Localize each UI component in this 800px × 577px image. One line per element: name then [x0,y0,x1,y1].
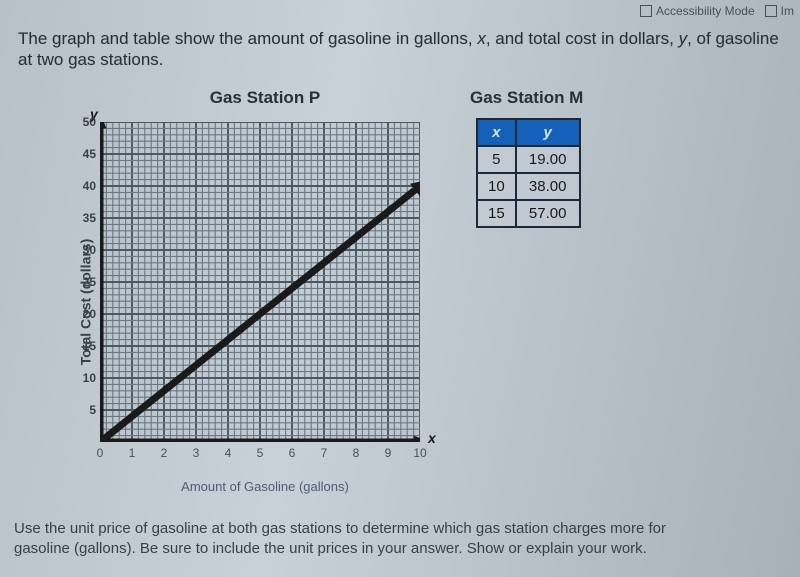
data-table: x y 519.001038.001557.00 [476,118,581,228]
question-line1: Use the unit price of gasoline at both g… [14,520,666,537]
xtick: 0 [97,446,104,460]
table-row: 1557.00 [477,200,580,227]
ytick: 20 [72,307,96,321]
accessibility-icon [640,5,652,17]
xtick: 2 [161,446,168,460]
ytick: 50 [72,115,96,129]
table-row: 519.00 [477,146,580,173]
question-line2: gasoline (gallons). Be sure to include t… [14,540,647,557]
ytick: 40 [72,179,96,193]
xtick: 8 [353,446,360,460]
x-axis-label: Amount of Gasoline (gallons) [80,479,450,494]
ytick: 15 [72,339,96,353]
ytick: 35 [72,211,96,225]
xtick: 3 [193,446,200,460]
ytick: 25 [72,275,96,289]
x-var-label: x [428,430,436,446]
var-x: x [477,29,486,48]
table-station-m: Gas Station M x y 519.001038.001557.00 [470,88,670,228]
page-surface: Accessibility Mode Im The graph and tabl… [0,0,800,577]
question-text: Use the unit price of gasoline at both g… [14,519,780,560]
immersive-button[interactable]: Im [765,4,794,18]
accessibility-mode-button[interactable]: Accessibility Mode [640,4,755,18]
cell-y: 19.00 [516,146,580,173]
xtick: 4 [225,446,232,460]
immersive-label: Im [781,4,794,18]
accessibility-label: Accessibility Mode [656,4,755,18]
ytick: 45 [72,147,96,161]
header-x: x [477,119,516,146]
chart-station-p: Gas Station P Total Cost (dollars) y x 5… [30,88,450,492]
xtick: 5 [257,446,264,460]
chart-p-wrap: Total Cost (dollars) y x 510152025303540… [30,112,450,492]
toolbar: Accessibility Mode Im [640,4,794,18]
intro-b: , and total cost in dollars, [486,29,679,48]
xtick: 1 [129,446,136,460]
problem-statement: The graph and table show the amount of g… [18,28,780,71]
immersive-icon [765,5,777,17]
grid [100,122,420,442]
chart-p-title: Gas Station P [80,88,450,108]
cell-x: 15 [477,200,516,227]
var-y: y [679,29,688,48]
cell-y: 38.00 [516,173,580,200]
intro-a: The graph and table show the amount of g… [18,29,477,48]
table-row: 1038.00 [477,173,580,200]
xtick: 7 [321,446,328,460]
header-y: y [516,119,580,146]
table-header-row: x y [477,119,580,146]
cell-x: 10 [477,173,516,200]
ytick: 10 [72,371,96,385]
xtick: 10 [413,446,426,460]
plot-svg [100,122,420,442]
ytick: 5 [72,403,96,417]
cell-y: 57.00 [516,200,580,227]
ytick: 30 [72,243,96,257]
xtick: 9 [385,446,392,460]
cell-x: 5 [477,146,516,173]
xtick: 6 [289,446,296,460]
table-m-title: Gas Station M [470,88,670,108]
